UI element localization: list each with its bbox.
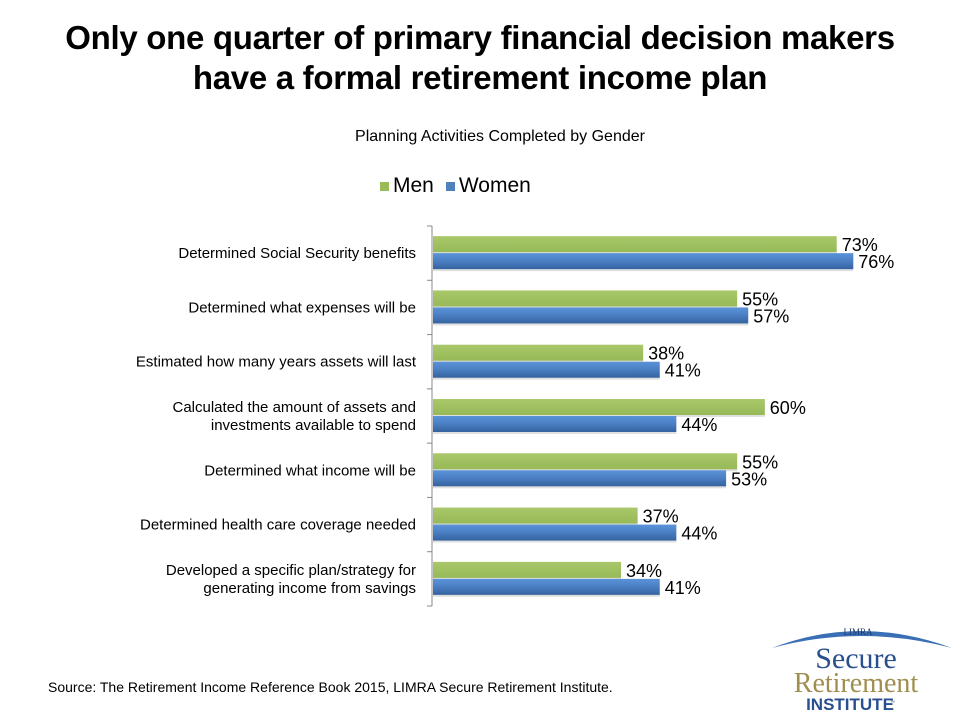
data-label-women: 41%: [665, 361, 701, 381]
category-label: Determined what income will be: [204, 462, 416, 479]
logo-limra: LIMRA: [844, 627, 874, 637]
data-label-women: 44%: [681, 415, 717, 435]
data-label-men: 55%: [742, 452, 778, 472]
category-label: Calculated the amount of assets and inves…: [173, 399, 417, 434]
category-label: Determined health care coverage needed: [140, 517, 416, 534]
bar-women: [433, 470, 727, 487]
bar-men: [433, 507, 638, 524]
data-label-women: 76%: [858, 252, 894, 272]
data-label-women: 53%: [731, 469, 767, 489]
logo-trademark: ™: [890, 700, 895, 706]
legend-item-women: Women: [445, 174, 531, 198]
slide-title-line-1: Only one quarter of primary financial de…: [65, 19, 895, 56]
bar-men: [433, 561, 622, 578]
legend-swatch-men: [380, 181, 389, 191]
logo-retirement: Retirement: [794, 668, 919, 699]
logo-arc: [772, 631, 952, 648]
data-label-women: 57%: [753, 306, 789, 326]
category-label: Determined what expenses will be: [188, 299, 416, 316]
chart-title: Planning Activities Completed by Gender: [355, 128, 645, 145]
chart-legend: Men Women: [380, 174, 543, 198]
data-label-men: 37%: [643, 507, 679, 527]
logo-secure: Secure: [815, 642, 897, 675]
category-label-line: Determined Social Security benefits: [178, 245, 416, 262]
data-label-men: 55%: [742, 289, 778, 309]
bar-men: [433, 236, 837, 253]
data-label-men: 60%: [770, 398, 806, 418]
data-label-men: 38%: [648, 344, 684, 364]
bar-women: [433, 416, 677, 432]
bar-women: [433, 578, 660, 595]
legend-item-men: Men: [380, 174, 434, 198]
category-label: Developed a specific plan/strategy for ge…: [166, 562, 416, 597]
limra-sri-logo: LIMRA Secure Retirement INSTITUTE ™: [772, 627, 952, 714]
category-label: Determined Social Security benefits: [178, 245, 416, 262]
bar-men: [433, 453, 738, 470]
data-label-women: 41%: [665, 578, 701, 598]
bar-women: [433, 307, 749, 324]
category-label-line: generating income from savings: [203, 580, 416, 597]
bar-women: [433, 253, 854, 270]
category-label-line: Determined what expenses will be: [188, 299, 416, 316]
bar-women: [433, 361, 660, 378]
category-label-line: Estimated how many years assets will las…: [136, 354, 417, 371]
category-label-line: investments available to spend: [211, 417, 416, 434]
data-label-women: 44%: [681, 524, 717, 544]
legend-label-women: Women: [458, 174, 531, 197]
slide-title-line-2: have a formal retirement income plan: [192, 59, 768, 96]
category-label-line: Determined what income will be: [204, 462, 416, 479]
data-label-men: 73%: [842, 235, 878, 255]
source-note: Source: The Retirement Income Reference …: [48, 679, 613, 695]
bar-men: [433, 344, 644, 361]
legend-label-men: Men: [393, 174, 434, 197]
legend-swatch-women: [445, 181, 455, 191]
category-label-line: Determined health care coverage needed: [140, 517, 416, 534]
data-label-men: 34%: [626, 561, 662, 581]
slide-title: Only one quarter of primary financial de…: [0, 18, 960, 98]
logo-institute: INSTITUTE: [806, 695, 894, 714]
bar-men: [433, 399, 765, 415]
category-label-line: Calculated the amount of assets and: [173, 399, 417, 416]
bar-women: [433, 524, 677, 541]
category-label: Estimated how many years assets will las…: [136, 354, 417, 371]
bar-men: [433, 290, 738, 307]
category-label-line: Developed a specific plan/strategy for: [166, 562, 416, 579]
